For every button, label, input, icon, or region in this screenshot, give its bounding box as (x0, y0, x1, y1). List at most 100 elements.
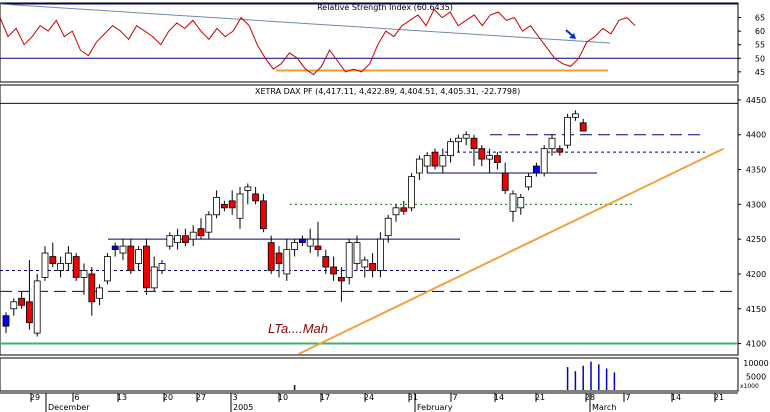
candle-body-9 (72, 256, 80, 278)
volume-unit-label: x1000 (740, 383, 759, 390)
candle-body-31 (244, 186, 252, 191)
candle-body-12 (96, 287, 103, 299)
price-annotation: LTa....Mah (268, 321, 328, 336)
candle-body-17 (135, 249, 143, 264)
candle-body-44 (345, 242, 353, 278)
x-tick-label-7: 17 (320, 393, 330, 402)
candle-29 (228, 190, 236, 215)
candle-6 (49, 242, 57, 267)
candle-24 (189, 225, 197, 247)
candle-70 (548, 134, 556, 156)
candle-body-16 (127, 245, 135, 271)
candle-64 (501, 162, 509, 194)
candle-body-71 (556, 148, 564, 153)
candle-1 (10, 298, 18, 316)
candle-2 (18, 291, 26, 309)
candle-49 (384, 214, 392, 243)
candle-19 (150, 256, 158, 292)
candle-body-14 (111, 245, 119, 250)
candle-40 (314, 221, 322, 257)
x-ticks: 29 6 13 20 27 3 10 17 24 31 7 14 21 28 7 14 21 (30, 393, 724, 402)
candle-32 (252, 186, 260, 205)
candle-body-4 (33, 280, 41, 334)
candle-15 (119, 239, 127, 261)
x-tick-label-0: 29 (30, 393, 40, 402)
candle-43 (337, 266, 345, 302)
candle-21 (166, 232, 174, 250)
candle-56 (439, 148, 447, 174)
candle-body-48 (376, 238, 384, 271)
volume-panel: 10000 5000 x1000 (0, 357, 769, 392)
candle-body-51 (400, 207, 408, 212)
price-panel: XETRA DAX PF (4,417.11, 4,422.89, 4,404.… (0, 84, 766, 356)
candle-53 (415, 155, 423, 180)
candle-30 (236, 186, 244, 229)
candle-body-18 (142, 245, 150, 289)
month-label-0: December (48, 403, 90, 412)
candle-66 (517, 193, 525, 215)
candle-body-66 (517, 196, 525, 209)
candle-body-25 (197, 228, 205, 237)
volume-ytick-label-0: 10000 (743, 359, 768, 368)
candle-body-73 (572, 113, 579, 118)
candle-44 (345, 239, 353, 285)
price-candles (2, 110, 587, 337)
candle-33 (259, 193, 267, 233)
candle-55 (431, 148, 439, 170)
candle-body-61 (478, 148, 486, 160)
x-tick-label-5: 3 (232, 393, 237, 402)
candle-body-39 (306, 238, 314, 247)
candle-62 (486, 148, 494, 174)
candle-65 (509, 190, 517, 222)
candle-body-19 (150, 266, 158, 289)
price-ytick-label-2: 4350 (746, 166, 766, 175)
candle-body-13 (104, 256, 111, 282)
candle-10 (80, 263, 88, 295)
price-trendline (298, 147, 725, 355)
candle-body-53 (415, 158, 423, 174)
x-tick-label-4: 27 (196, 393, 206, 402)
candle-27 (213, 190, 221, 219)
candle-17 (135, 246, 143, 271)
candle-body-63 (493, 155, 501, 163)
candle-body-67 (525, 176, 532, 188)
candle-12 (96, 284, 103, 306)
candle-body-1 (10, 301, 18, 310)
month-label-3: March (592, 403, 616, 412)
candle-48 (376, 232, 384, 278)
candle-body-69 (540, 148, 548, 174)
candle-20 (158, 260, 166, 274)
candle-47 (369, 253, 377, 278)
candle-71 (556, 145, 564, 156)
candle-46 (361, 256, 369, 278)
x-tick-label-14: 7 (625, 393, 630, 402)
candle-18 (142, 239, 150, 295)
candle-11 (88, 266, 96, 316)
candle-body-38 (298, 238, 306, 244)
x-tick-label-15: 14 (671, 393, 681, 402)
candle-body-8 (65, 252, 72, 264)
candle-42 (330, 256, 338, 281)
candle-body-64 (501, 172, 509, 191)
candle-body-60 (470, 137, 478, 150)
candle-body-52 (408, 176, 416, 209)
candle-34 (267, 235, 275, 274)
price-y-axis: 4450 4400 4350 4300 4250 4200 4150 4100 (738, 96, 766, 349)
x-tick-label-3: 20 (163, 393, 173, 402)
candle-body-29 (228, 200, 236, 209)
candle-body-74 (579, 122, 587, 132)
candle-63 (493, 152, 501, 170)
rsi-ytick-label-4: 45 (755, 68, 765, 77)
month-label-1: 2005 (233, 403, 253, 412)
candle-body-6 (49, 256, 57, 264)
candle-body-7 (57, 263, 64, 271)
candle-body-50 (392, 207, 400, 216)
candle-body-32 (252, 193, 260, 202)
candle-14 (111, 242, 119, 257)
candle-38 (298, 235, 306, 247)
x-months: December 2005 February March (45, 393, 616, 412)
rsi-panel: Relative Strength Index (60.6435) 65 60 55… (0, 2, 765, 83)
price-ytick-label-6: 4150 (746, 305, 766, 314)
candle-body-20 (158, 263, 166, 271)
